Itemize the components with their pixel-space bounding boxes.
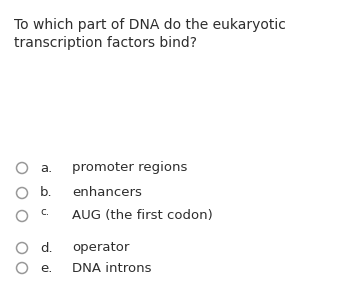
Text: b.: b. — [40, 186, 52, 199]
Text: transcription factors bind?: transcription factors bind? — [14, 36, 197, 50]
Text: To which part of DNA do the eukaryotic: To which part of DNA do the eukaryotic — [14, 18, 286, 32]
Text: DNA introns: DNA introns — [72, 262, 152, 275]
Text: a.: a. — [40, 162, 52, 175]
Text: c.: c. — [40, 207, 49, 217]
Text: d.: d. — [40, 242, 52, 255]
Text: e.: e. — [40, 262, 52, 275]
Text: operator: operator — [72, 242, 130, 255]
Text: promoter regions: promoter regions — [72, 162, 187, 175]
Text: enhancers: enhancers — [72, 186, 142, 199]
Text: AUG (the first codon): AUG (the first codon) — [72, 210, 213, 223]
